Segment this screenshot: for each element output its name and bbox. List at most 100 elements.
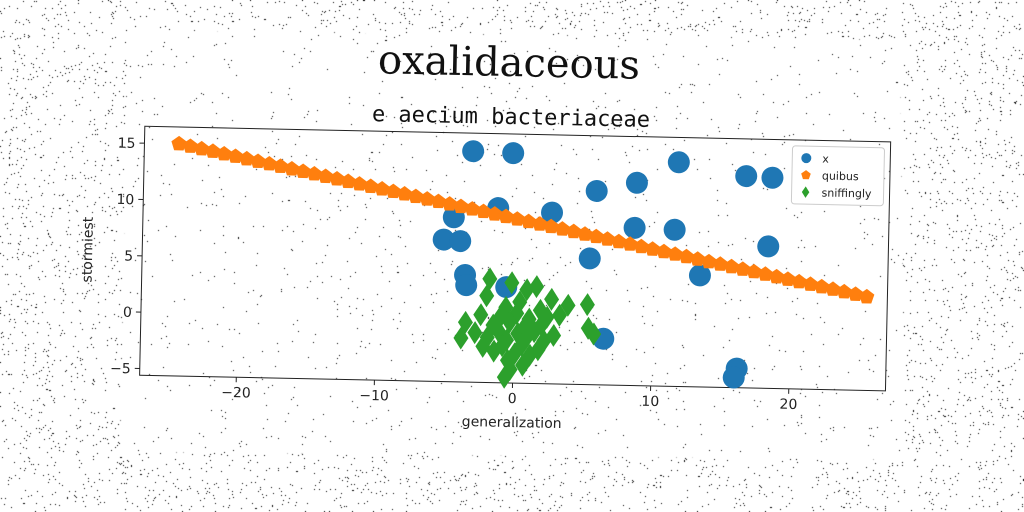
y-tick-label: 10 [116, 192, 134, 208]
x-tick-label: −10 [359, 388, 389, 405]
data-point [802, 276, 819, 291]
data-point [566, 223, 582, 239]
data-point [329, 171, 345, 186]
data-point [482, 267, 498, 291]
data-point [396, 186, 413, 201]
data-point [306, 166, 322, 181]
data-point [449, 230, 472, 253]
data-point [510, 322, 526, 346]
axis-ticks: −20 −10 0 10 20 −5 0 5 10 15 [110, 136, 798, 413]
data-point [701, 253, 717, 269]
legend-marker [801, 170, 811, 180]
data-point [836, 283, 852, 299]
data-point [723, 258, 740, 274]
data-point [712, 256, 728, 271]
y-tick-label: 0 [123, 305, 132, 321]
data-point [261, 155, 277, 171]
data-point [171, 135, 187, 151]
data-point [284, 160, 300, 176]
data-point [374, 181, 390, 196]
y-axis-label: stormiest [80, 216, 97, 283]
data-point [455, 274, 478, 297]
data-point [475, 203, 492, 219]
data-point [519, 278, 535, 302]
data-point [722, 366, 745, 389]
data-point [295, 163, 311, 179]
data-point [859, 288, 875, 304]
legend-label: quibus [822, 169, 859, 183]
data-point [532, 298, 548, 322]
x-tick-label: −20 [221, 385, 251, 402]
y-tick-label: 5 [124, 248, 133, 264]
data-point [644, 241, 661, 256]
data-point [479, 284, 495, 308]
data-point [791, 273, 807, 289]
data-point [250, 153, 266, 169]
data-point [599, 231, 616, 246]
data-point [475, 334, 491, 358]
data-point [453, 198, 469, 214]
data-point [317, 168, 334, 184]
data-point [408, 188, 424, 204]
data-point [453, 326, 469, 350]
data-point [541, 201, 564, 224]
data-point [780, 271, 796, 286]
legend-box [790, 145, 885, 207]
series-layer [171, 135, 875, 389]
data-point [588, 228, 604, 244]
x-tick-label: 0 [508, 391, 517, 407]
data-point [351, 176, 368, 191]
data-point [633, 238, 649, 254]
data-point [825, 281, 841, 296]
data-point [442, 196, 458, 211]
data-point [656, 243, 672, 259]
data-point [735, 165, 758, 188]
data-point [761, 166, 784, 189]
data-point [419, 191, 435, 206]
data-point [509, 211, 525, 226]
data-point [496, 365, 512, 389]
data-point [663, 218, 686, 241]
data-point [580, 316, 596, 340]
series-quibus [171, 135, 875, 304]
data-point [688, 264, 711, 287]
data-point [464, 201, 480, 216]
legend-marker [801, 186, 810, 198]
data-point [462, 140, 485, 163]
data-point [194, 140, 210, 156]
data-point [532, 216, 548, 231]
data-point [486, 339, 502, 363]
x-axis-label: generalization [462, 414, 562, 432]
data-point [363, 178, 379, 194]
series-sniffingly [453, 267, 602, 389]
data-point [667, 151, 690, 174]
data-point [272, 158, 289, 174]
x-tick-label: 20 [779, 397, 797, 413]
data-point [690, 251, 706, 266]
data-point [579, 293, 595, 317]
legend: x quibus sniffingly [790, 145, 885, 207]
data-point [622, 236, 638, 251]
data-point [182, 138, 198, 153]
data-point [205, 143, 221, 159]
data-point [515, 353, 531, 377]
chart-subtitle: e aecium bacteriaceae [372, 102, 651, 133]
data-point [467, 321, 483, 345]
plot-area: −20 −10 0 10 20 −5 0 5 10 15 generalization storm… [80, 125, 892, 432]
y-tick-label: 15 [117, 136, 135, 152]
data-point [544, 287, 560, 311]
chart-title: oxalidaceous [378, 37, 641, 88]
x-tick-label: 10 [641, 394, 659, 410]
data-point [578, 247, 601, 270]
data-point [768, 268, 785, 284]
y-tick-label: −5 [110, 361, 131, 377]
data-point [430, 193, 446, 209]
data-point [554, 221, 570, 236]
data-point [623, 216, 646, 239]
data-point [227, 148, 244, 163]
data-point [499, 348, 515, 372]
data-point [529, 275, 545, 299]
